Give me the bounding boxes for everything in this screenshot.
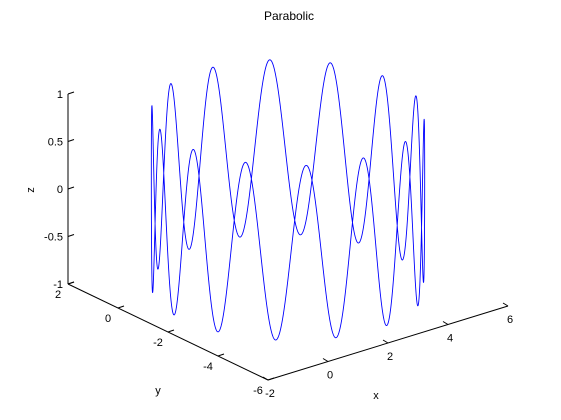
x-tick-mark — [442, 321, 449, 325]
y-tick-label: -4 — [203, 361, 213, 373]
y-tick-mark — [67, 281, 75, 285]
z-tick-mark — [67, 139, 75, 142]
z-tick-mark — [67, 186, 75, 190]
y-ticks: -6 -4 -2 0 2 — [55, 281, 275, 397]
z-tick-mark — [67, 91, 75, 95]
x-axis-label: x — [373, 390, 379, 402]
y-tick-label: -6 — [253, 385, 263, 397]
z-tick-label: 0.5 — [48, 137, 63, 149]
y-tick-label: 0 — [105, 313, 111, 325]
y-tick-label: 2 — [55, 289, 61, 301]
axes-lines — [67, 94, 509, 381]
x-tick-label: 6 — [507, 314, 513, 326]
x-tick-label: 4 — [447, 333, 453, 345]
x-tick-label: -2 — [265, 388, 275, 400]
y-axis-label: y — [155, 385, 161, 397]
x-tick-label: 0 — [327, 370, 333, 382]
z-tick-label: 1 — [57, 89, 63, 101]
y-tick-mark — [267, 377, 275, 381]
x-tick-mark — [262, 376, 269, 381]
x-tick-label: 2 — [387, 351, 393, 363]
z-ticks: -1 -0.5 0 0.5 1 — [44, 89, 75, 291]
y-tick-label: -2 — [153, 337, 163, 349]
y-tick-mark — [217, 353, 225, 357]
y-tick-mark — [117, 305, 125, 309]
chart-title: Parabolic — [264, 9, 314, 23]
x-tick-mark — [502, 302, 509, 307]
x-tick-mark — [322, 358, 329, 362]
series-line-curve — [150, 59, 426, 341]
z-tick-mark — [67, 234, 75, 237]
x-ticks: -2 0 2 4 6 — [262, 302, 513, 400]
z-tick-label: -0.5 — [44, 232, 63, 244]
x-tick-mark — [382, 339, 389, 344]
z-axis-label: z — [25, 187, 37, 193]
z-tick-label: 0 — [57, 184, 63, 196]
z-tick-label: -1 — [53, 279, 63, 291]
y-tick-mark — [167, 329, 175, 333]
